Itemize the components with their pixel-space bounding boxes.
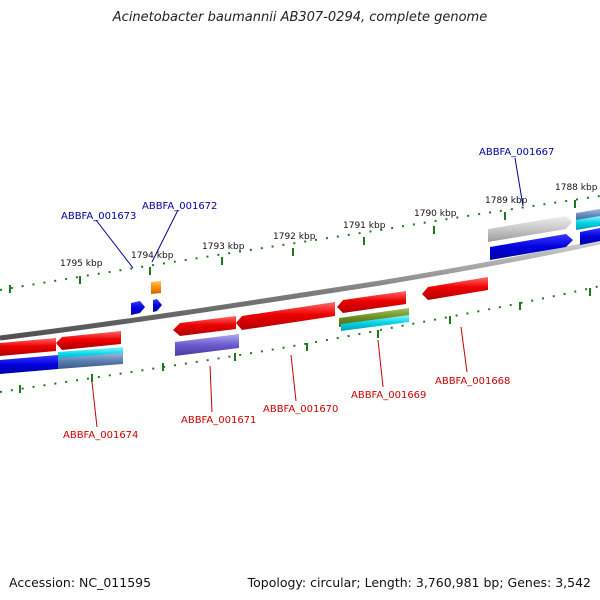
inner-major-ticks <box>19 288 591 393</box>
gene-ABBFA_001671-red[interactable] <box>173 316 236 336</box>
tick-label-1795: 1795 kbp <box>60 259 103 269</box>
gene-label-ABBFA_001672[interactable]: ABBFA_001672 <box>142 201 217 212</box>
gene-ABBFA_001674-cyan[interactable] <box>58 347 123 369</box>
genome-backbone <box>0 239 600 341</box>
outer-major-ticks <box>9 200 576 293</box>
topology-text: Topology: circular; Length: 3,760,981 bp… <box>247 575 591 590</box>
gene-ABBFA_001673-blue[interactable] <box>131 301 145 315</box>
gene-ABBFA_001672-blue[interactable] <box>153 299 162 312</box>
outer-tick-ring <box>0 195 600 291</box>
gene-ABBFA_001670[interactable] <box>236 302 335 330</box>
gene-label-ABBFA_001667[interactable]: ABBFA_001667 <box>479 147 554 158</box>
gene-ABBFA_001667-blue[interactable] <box>490 234 573 260</box>
gene-ABBFA_001674-red-a[interactable] <box>56 331 121 350</box>
gene-ABBFA_001671-purple[interactable] <box>175 334 239 356</box>
gene-label-ABBFA_001673[interactable]: ABBFA_001673 <box>61 211 136 222</box>
map-title: Acinetobacter baumannii AB307-0294, comp… <box>112 10 488 25</box>
gene-label-ABBFA_001670[interactable]: ABBFA_001670 <box>263 404 338 415</box>
gene-label-ABBFA_001669[interactable]: ABBFA_001669 <box>351 390 426 401</box>
tick-label-1792: 1792 kbp <box>273 232 316 242</box>
gene-ABBFA_001674-blue[interactable] <box>0 355 58 374</box>
label-leaders-top <box>95 157 524 269</box>
gene-label-ABBFA_001668[interactable]: ABBFA_001668 <box>435 376 510 387</box>
gene-ABBFA_001669-red[interactable] <box>337 291 406 313</box>
label-leaders-bottom <box>91 326 468 428</box>
gene-ABBFA_001669-cyan[interactable] <box>341 315 409 331</box>
gene-ABBFA_001672-orange[interactable] <box>151 281 161 294</box>
tick-label-1791: 1791 kbp <box>343 221 386 231</box>
accession-text: Accession: NC_011595 <box>9 575 152 590</box>
tick-label-1793: 1793 kbp <box>202 242 245 252</box>
gene-right-edge-1[interactable] <box>576 209 600 245</box>
tick-label-1788: 1788 kbp <box>555 183 598 193</box>
gene-ABBFA_001674-red-b[interactable] <box>0 338 56 356</box>
gene-ABBFA_001668[interactable] <box>422 277 488 300</box>
tick-label-1789: 1789 kbp <box>485 196 528 206</box>
tick-label-1794: 1794 kbp <box>131 251 174 261</box>
tick-label-1790: 1790 kbp <box>414 209 457 219</box>
gene-ABBFA_001667-grey[interactable] <box>488 216 572 242</box>
gene-label-ABBFA_001671[interactable]: ABBFA_001671 <box>181 415 256 426</box>
gene-label-ABBFA_001674[interactable]: ABBFA_001674 <box>63 430 138 441</box>
